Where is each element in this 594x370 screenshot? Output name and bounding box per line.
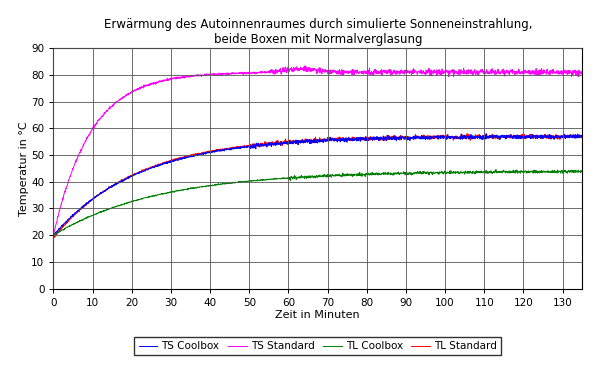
X-axis label: Zeit in Minuten: Zeit in Minuten [276, 310, 360, 320]
TS Standard [301, 64, 308, 68]
Line: TS Coolbox: TS Coolbox [53, 134, 582, 235]
TL Coolbox [307, 176, 314, 180]
TL Coolbox [293, 175, 300, 180]
TL Coolbox [564, 170, 571, 175]
TS Coolbox [563, 134, 570, 139]
Line: TL Coolbox: TL Coolbox [53, 169, 582, 235]
Y-axis label: Temperatur in °C: Temperatur in °C [18, 121, 29, 216]
TL Standard [307, 138, 314, 142]
TL Standard [466, 132, 473, 137]
TS Standard [564, 68, 571, 73]
TS Coolbox [466, 135, 473, 139]
Line: TS Standard: TS Standard [53, 66, 582, 235]
TS Coolbox [77, 206, 84, 211]
TS Coolbox [579, 134, 586, 138]
TL Standard [564, 134, 571, 138]
TS Standard [579, 69, 586, 73]
TL Coolbox [466, 170, 473, 174]
TS Standard [293, 67, 300, 71]
TS Standard [307, 70, 314, 74]
TL Standard [463, 131, 470, 136]
TS Standard [50, 233, 57, 237]
TS Standard [563, 71, 570, 75]
TL Standard [50, 236, 57, 240]
Legend: TS Coolbox, TS Standard, TL Coolbox, TL Standard: TS Coolbox, TS Standard, TL Coolbox, TL … [134, 337, 501, 356]
TS Standard [77, 149, 84, 153]
TL Coolbox [492, 167, 500, 172]
TL Coolbox [563, 170, 570, 175]
Line: TL Standard: TL Standard [53, 134, 582, 238]
TS Coolbox [482, 131, 489, 136]
TL Coolbox [50, 233, 57, 238]
TS Coolbox [50, 233, 57, 237]
TL Standard [579, 133, 586, 137]
TL Standard [77, 207, 84, 211]
TS Coolbox [293, 138, 300, 142]
TL Standard [563, 134, 570, 138]
TS Coolbox [564, 134, 571, 138]
Title: Erwärmung des Autoinnenraumes durch simulierte Sonneneinstrahlung,
beide Boxen m: Erwärmung des Autoinnenraumes durch simu… [103, 17, 532, 46]
TL Coolbox [77, 218, 84, 223]
TL Coolbox [579, 170, 586, 174]
TS Standard [466, 69, 473, 73]
TL Standard [293, 141, 300, 145]
TS Coolbox [307, 138, 314, 142]
